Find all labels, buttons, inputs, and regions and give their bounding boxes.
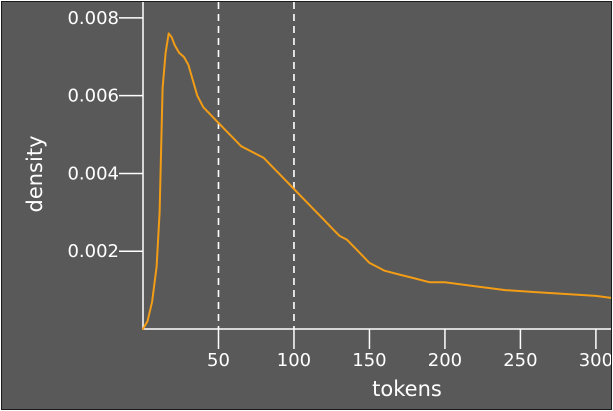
x-tick-label: 100 xyxy=(277,350,311,371)
x-tick-label: 50 xyxy=(207,350,230,371)
density-curve xyxy=(142,32,611,330)
x-tick-label: 300 xyxy=(579,350,611,371)
y-tick-label: 0.004 xyxy=(67,163,119,184)
x-tick-label: 250 xyxy=(503,350,537,371)
y-tick-label: 0.002 xyxy=(67,241,119,262)
x-axis-title: tokens xyxy=(372,377,442,401)
y-tick-label: 0.008 xyxy=(67,8,119,29)
y-axis-title: density xyxy=(23,136,47,213)
x-tick-label: 200 xyxy=(428,350,462,371)
x-tick-label: 150 xyxy=(352,350,386,371)
y-tick-label: 0.006 xyxy=(67,86,119,107)
